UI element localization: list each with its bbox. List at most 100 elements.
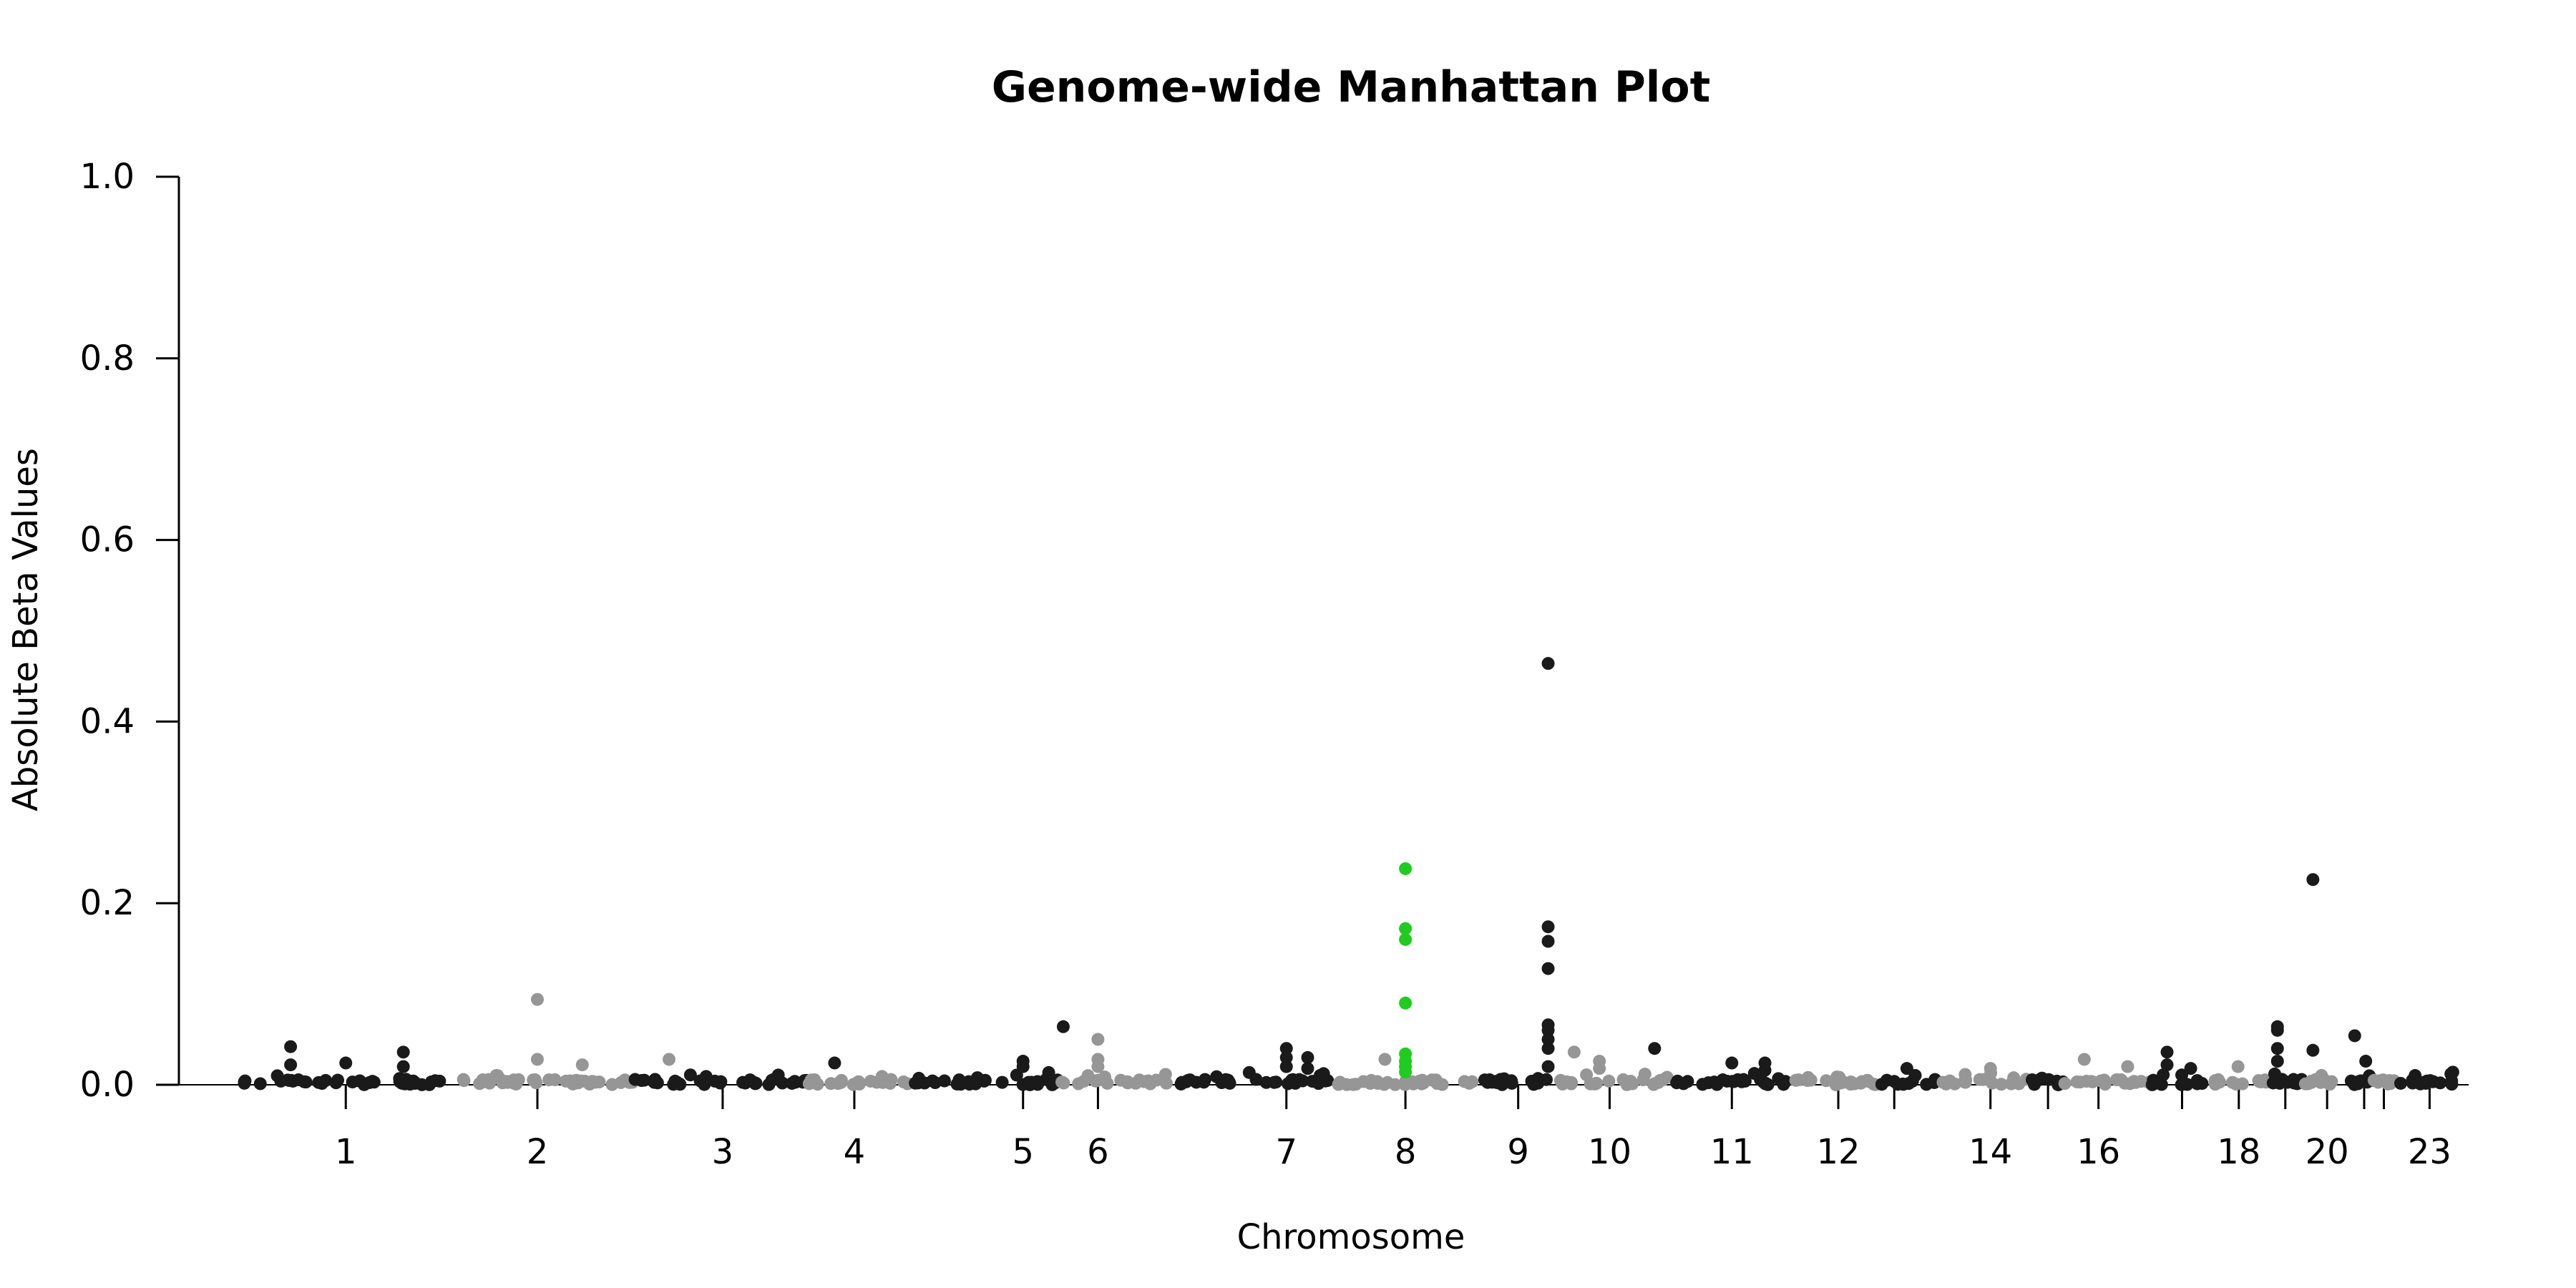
peak-point xyxy=(2444,1067,2458,1080)
peak-point xyxy=(1091,1060,1105,1073)
data-point xyxy=(1792,1073,1805,1087)
x-tick-label: 23 xyxy=(2408,1132,2451,1172)
data-point xyxy=(683,1068,697,1082)
data-point xyxy=(1602,1074,1616,1088)
peak-point xyxy=(1279,1050,1293,1064)
peak-point xyxy=(1378,1053,1392,1066)
x-tick-label: 5 xyxy=(1012,1132,1034,1172)
peak-point xyxy=(2077,1053,2091,1066)
peak-point xyxy=(1541,657,1555,670)
data-point xyxy=(2298,1077,2312,1091)
peak-point xyxy=(662,1053,675,1066)
data-point xyxy=(1269,1075,1283,1089)
data-point xyxy=(1158,1068,1172,1081)
peak-point xyxy=(339,1056,353,1070)
peak-point xyxy=(1279,1060,1293,1073)
data-point xyxy=(765,1073,779,1087)
data-point xyxy=(2145,1078,2159,1091)
data-point xyxy=(1888,1075,1901,1088)
peak-point xyxy=(1301,1050,1314,1064)
data-point xyxy=(953,1077,967,1091)
chart-title: Genome-wide Manhattan Plot xyxy=(992,62,1711,112)
data-point xyxy=(1121,1075,1134,1089)
data-point xyxy=(1312,1077,1325,1091)
data-point xyxy=(1478,1073,1491,1087)
data-point xyxy=(1022,1075,1035,1089)
data-point xyxy=(578,1075,592,1088)
peak-point xyxy=(1725,1056,1739,1070)
data-point xyxy=(852,1075,866,1088)
x-tick-label: 1 xyxy=(335,1132,357,1172)
data-point xyxy=(1875,1078,1888,1091)
data-point xyxy=(2367,1073,2381,1087)
data-point xyxy=(2315,1068,2328,1082)
data-point xyxy=(2406,1073,2419,1087)
peak-point xyxy=(2121,1060,2135,1073)
data-point xyxy=(2058,1077,2072,1091)
peak-point xyxy=(2306,873,2320,887)
data-point xyxy=(319,1073,333,1087)
data-point xyxy=(743,1073,757,1087)
data-point xyxy=(1141,1074,1155,1088)
peak-point xyxy=(1279,1042,1293,1055)
peak-point xyxy=(1900,1062,1913,1075)
data-point xyxy=(353,1074,366,1088)
peak-point xyxy=(1091,1033,1105,1046)
data-point xyxy=(1939,1077,1953,1091)
data-point xyxy=(969,1077,982,1091)
data-point xyxy=(1223,1076,1236,1090)
y-axis-ticks: 0.0 0.2 0.4 0.6 0.8 1.0 xyxy=(80,157,179,1105)
x-axis-ticks: 1 2 3 4 5 6 7 8 9 10 11 12 14 16 18 20 23 xyxy=(335,1085,2451,1172)
data-point xyxy=(253,1077,267,1091)
peak-point xyxy=(2160,1058,2174,1072)
peak-point xyxy=(1648,1042,1662,1055)
peak-point xyxy=(1541,1060,1555,1073)
data-point xyxy=(1380,1075,1394,1089)
y-tick-label: 0.0 xyxy=(80,1065,135,1105)
x-tick-label: 6 xyxy=(1087,1132,1109,1172)
y-tick-label: 1.0 xyxy=(80,157,135,197)
x-tick-label: 18 xyxy=(2217,1132,2260,1172)
data-point xyxy=(2097,1073,2111,1087)
data-point xyxy=(1101,1076,1114,1090)
data-point xyxy=(530,1076,543,1090)
data-point xyxy=(1861,1075,1875,1088)
data-point xyxy=(870,1075,884,1089)
data-point xyxy=(1844,1078,1858,1091)
data-point xyxy=(274,1074,288,1088)
peak-point xyxy=(2184,1062,2197,1075)
data-point xyxy=(834,1073,848,1087)
peak-point xyxy=(1016,1060,1030,1073)
data-point xyxy=(1560,1075,1574,1088)
data-point xyxy=(1772,1072,1785,1085)
peak-point xyxy=(1541,935,1555,948)
data-point xyxy=(399,1073,413,1086)
peak-point xyxy=(1056,1020,1070,1033)
data-point xyxy=(648,1073,662,1086)
highlight-point xyxy=(1399,922,1413,935)
data-point xyxy=(1296,1074,1309,1088)
data-point xyxy=(1435,1078,1449,1091)
data-point xyxy=(1716,1073,1729,1087)
data-point xyxy=(1539,1073,1553,1086)
data-point xyxy=(363,1075,376,1089)
highlight-point xyxy=(1399,996,1413,1010)
peak-point xyxy=(1541,1042,1555,1055)
data-point xyxy=(788,1075,801,1088)
data-point xyxy=(673,1078,687,1091)
peak-point xyxy=(1593,1062,1606,1075)
peak-point xyxy=(575,1058,589,1072)
data-point xyxy=(1072,1077,1085,1091)
data-point xyxy=(1626,1077,1639,1091)
x-tick-label: 14 xyxy=(1968,1132,2012,1172)
data-point xyxy=(285,1073,298,1087)
data-point xyxy=(473,1077,487,1091)
data-point xyxy=(331,1073,345,1087)
peak-point xyxy=(1984,1062,1997,1075)
peak-point xyxy=(2231,1060,2245,1073)
data-point xyxy=(1636,1073,1650,1087)
data-point xyxy=(2266,1076,2280,1090)
data-point xyxy=(1833,1070,1846,1084)
data-point xyxy=(2229,1078,2243,1091)
